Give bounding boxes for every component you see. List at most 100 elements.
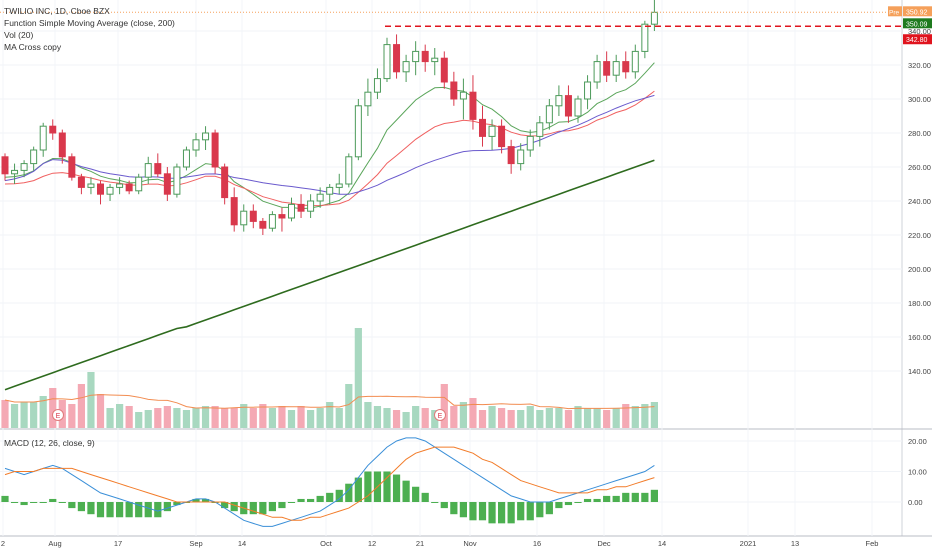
volume-bar [135,412,143,428]
volume-bar [412,406,420,428]
price-tick-label: 360.00 [908,0,931,2]
volume-bar [49,388,57,428]
candle-body [221,166,229,199]
macd-hist-bar [650,489,658,502]
candle-body [307,200,315,212]
candle-body [402,61,410,73]
time-tick-label: 16 [533,539,541,548]
time-tick-label: 2 [1,539,5,548]
price-tick-label: 200.00 [908,265,931,274]
macd-tick-label: 10.00 [908,468,927,477]
volume-bar [364,402,372,428]
volume-bar [583,408,592,428]
candle-body [488,125,496,137]
volume-bar [154,408,162,428]
macd-hist-bar [77,502,85,512]
volume-bar [125,406,133,428]
volume-bar [545,408,553,428]
macd-hist-bar [326,492,334,502]
macd-hist-bar [287,502,296,503]
volume-bar [498,408,506,428]
volume-bar [488,406,496,428]
volume-bar [440,384,448,428]
macd-hist-bar [593,498,601,502]
macd-hist-bar [526,502,534,521]
volume-bar [373,406,382,428]
candle-body [373,78,381,93]
macd-hist-bar [1,495,9,502]
volume-bar [536,410,544,428]
macd-hist-bar [478,502,487,521]
indicator-ma-label: MA Cross copy [4,42,62,52]
macd-hist-bar [249,502,257,515]
volume-bar [77,384,85,428]
macd-hist-bar [583,498,592,502]
candle-body [574,98,582,117]
macd-hist-bar [574,502,582,503]
volume-bar [478,410,487,428]
candle-body [259,220,267,229]
candle-body [641,23,649,52]
candle-body [39,125,47,151]
price-tag-last-label: Pre [889,9,900,16]
volume-bar [249,408,257,428]
volume-bar [593,408,601,428]
candle-body [469,91,477,120]
candle-body [116,183,124,188]
volume-bar [507,410,515,428]
macd-hist-bar [116,502,124,518]
candle-body [412,50,420,63]
candle-body [440,57,448,83]
macd-hist-bar [431,502,439,503]
price-tick-label: 340.00 [908,27,931,36]
macd-hist-bar [622,492,630,502]
volume-bar [335,408,343,428]
price-tag-last-bg [903,6,932,17]
macd-hist-bar [20,502,28,506]
candle-body [125,183,133,192]
macd-hist-bar [106,502,114,518]
candle-body [393,44,401,73]
volume-bar [10,404,19,428]
price-tick-label: 180.00 [908,299,931,308]
price-tag-last-label-bg [888,6,902,17]
price-tick-label: 140.00 [908,367,931,376]
volume-bar [564,410,573,428]
macd-hist-bar [144,502,152,518]
macd-hist-bar [30,502,38,503]
candle-body [240,210,248,226]
macd-hist-bar [507,502,515,524]
volume-bar [354,328,362,428]
candle-body [268,214,276,229]
volume-bar [392,410,401,428]
macd-hist-bar [154,502,162,518]
macd-hist-bar [39,502,47,503]
candle-body [612,61,620,76]
macd-hist-bar [412,486,420,502]
candle-body [650,11,658,25]
volume-bar [259,404,267,428]
candle-body [182,149,190,168]
candle-body [622,61,630,73]
ema-red-line [4,90,655,207]
macd-hist-bar [49,498,57,502]
candle-body [230,197,238,226]
price-tag-red: 342.80 [906,37,928,44]
volume-bar [96,394,105,428]
candle-body [68,156,76,178]
candle-body [593,61,601,83]
volume-bar [221,408,229,428]
candle-body [11,169,19,175]
macd-hist-bar [316,495,324,502]
candle-body [211,132,219,168]
candle-body [431,57,439,63]
macd-hist-bar [564,502,573,506]
volume-bar [307,410,315,428]
macd-hist-bar [459,502,467,518]
price-tick-label: 280.00 [908,129,931,138]
candle-body [517,149,525,165]
price-tick-label: 260.00 [908,163,931,172]
macd-hist-bar [345,483,353,502]
volume-bar [450,406,458,428]
